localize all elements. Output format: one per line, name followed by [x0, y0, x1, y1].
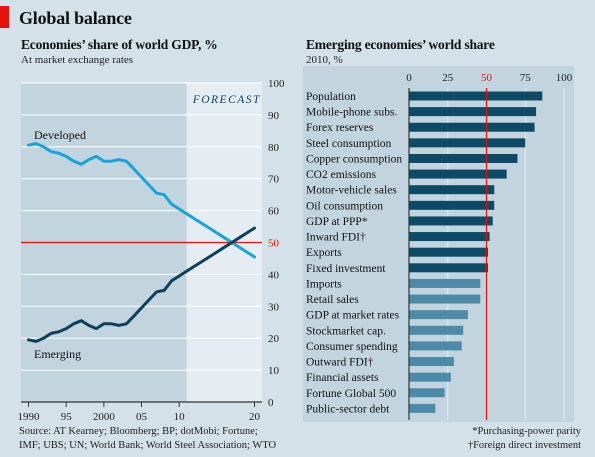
series-label-emerging: Emerging — [34, 347, 81, 361]
line-y-tick-80: 80 — [268, 142, 280, 154]
bar-11 — [409, 263, 489, 273]
bar-label-16: Consumer spending — [306, 341, 398, 353]
footnote-fdi: †Foreign direct investment — [467, 440, 581, 451]
bar-label-11: Fixed investment — [306, 263, 386, 275]
bar-6 — [409, 185, 495, 195]
bar-x-tick-75: 75 — [520, 72, 532, 84]
line-x-tick-2010: 10 — [174, 411, 186, 423]
bar-17 — [409, 357, 454, 367]
bar-8 — [409, 216, 493, 226]
bar-0 — [409, 91, 543, 101]
bar-20 — [409, 403, 436, 413]
brand-tab — [0, 6, 9, 28]
bar-label-15: Stockmarket cap. — [306, 325, 386, 337]
bar-15 — [409, 325, 464, 335]
bar-label-8: GDP at PPP* — [306, 216, 368, 228]
source-note: Source: AT Kearney; Bloomberg; BP; dotMo… — [19, 425, 319, 453]
line-y-tick-90: 90 — [268, 110, 280, 122]
bar-label-1: Mobile-phone subs. — [306, 107, 397, 119]
bar-x-tick-50: 50 — [481, 72, 493, 84]
line-y-tick-20: 20 — [268, 333, 280, 345]
line-x-tick-1995: 95 — [61, 411, 73, 423]
bar-5 — [409, 169, 507, 179]
bar-10 — [409, 247, 489, 257]
bar-panel-background — [303, 66, 574, 422]
bar-16 — [409, 341, 462, 351]
bar-label-17: Outward FDI† — [306, 357, 374, 369]
bar-12 — [409, 278, 481, 288]
line-x-tick-2000: 2000 — [93, 411, 116, 423]
bar-x-tick-25: 25 — [442, 72, 454, 84]
forecast-label: FORECAST — [192, 94, 261, 106]
bar-label-20: Public-sector debt — [306, 403, 390, 415]
bar-label-9: Inward FDI† — [306, 232, 366, 244]
bar-label-14: GDP at market rates — [306, 310, 400, 322]
line-y-tick-10: 10 — [268, 365, 280, 377]
series-label-developed: Developed — [34, 128, 86, 142]
bar-label-10: Exports — [306, 247, 342, 259]
footnotes: *Purchasing-power parity †Foreign direct… — [468, 425, 581, 453]
bar-chart-title: Emerging economies’ world share — [306, 37, 495, 52]
line-y-tick-100: 100 — [268, 78, 285, 90]
page-title: Global balance — [19, 8, 132, 28]
bar-4 — [409, 153, 518, 163]
bar-13 — [409, 294, 481, 304]
line-y-tick-30: 30 — [268, 301, 280, 313]
line-chart-title: Economies’ share of world GDP, % — [21, 37, 218, 52]
bar-9 — [409, 232, 490, 242]
line-x-tick-1990: 1990 — [18, 411, 41, 423]
bar-x-tick-100: 100 — [556, 72, 573, 84]
source-line-1: Source: AT Kearney; Bloomberg; BP; dotMo… — [19, 426, 258, 437]
line-y-tick-0: 0 — [268, 397, 274, 409]
bar-19 — [409, 388, 445, 398]
bar-18 — [409, 372, 451, 382]
bar-label-6: Motor-vehicle sales — [306, 185, 397, 197]
bar-label-18: Financial assets — [306, 372, 379, 384]
source-line-2: IMF; UBS; UN; World Bank; World Steel As… — [19, 440, 277, 451]
line-y-tick-50: 50 — [268, 238, 280, 250]
line-chart-subtitle: At market exchange rates — [21, 54, 134, 66]
bar-label-5: CO2 emissions — [306, 169, 376, 181]
series-line-emerging — [27, 226, 256, 343]
bar-label-2: Forex reserves — [306, 122, 374, 134]
footnote-ppp: *Purchasing-power parity — [472, 426, 581, 437]
bar-2 — [409, 122, 535, 132]
bar-x-tick-0: 0 — [406, 72, 412, 84]
bar-14 — [409, 310, 468, 320]
bar-7 — [409, 200, 495, 210]
line-x-tick-2020: 20 — [249, 411, 261, 423]
bar-label-7: Oil consumption — [306, 200, 383, 212]
bar-1 — [409, 107, 537, 117]
line-x-tick-2005: 05 — [136, 411, 148, 423]
line-y-tick-60: 60 — [268, 206, 280, 218]
bar-label-0: Population — [306, 91, 356, 103]
series-line-developed — [27, 142, 256, 259]
bar-chart-subtitle: 2010, % — [306, 54, 343, 66]
bar-label-13: Retail sales — [306, 294, 359, 306]
bar-label-19: Fortune Global 500 — [306, 388, 396, 400]
line-y-tick-40: 40 — [268, 269, 280, 281]
bar-label-3: Steel consumption — [306, 138, 392, 150]
bar-label-4: Copper consumption — [306, 153, 402, 165]
bar-label-12: Imports — [306, 278, 342, 290]
line-y-tick-70: 70 — [268, 174, 280, 186]
bar-3 — [409, 138, 526, 148]
